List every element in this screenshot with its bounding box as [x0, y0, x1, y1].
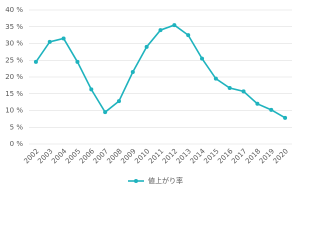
y-tick-label: 25 %: [5, 56, 23, 64]
data-point: [103, 110, 108, 115]
y-tick-label: 20 %: [5, 73, 23, 81]
y-tick-label: 15 %: [5, 90, 23, 98]
data-point: [116, 99, 121, 104]
chart: 0 %5 %10 %15 %20 %25 %30 %35 %40 %200220…: [5, 6, 292, 185]
data-point: [144, 44, 149, 49]
y-tick-label: 35 %: [5, 23, 23, 31]
legend-marker: [134, 179, 138, 183]
data-point: [158, 28, 163, 33]
y-tick-label: 40 %: [5, 6, 23, 14]
data-point: [61, 36, 66, 41]
y-tick-label: 30 %: [5, 40, 23, 48]
data-point: [269, 107, 274, 112]
data-point: [255, 101, 260, 106]
series-line: [35, 24, 286, 119]
data-point: [75, 59, 80, 64]
data-point: [241, 89, 246, 94]
legend-label: 値上がり率: [148, 176, 183, 185]
data-point: [186, 33, 191, 38]
y-tick-label: 10 %: [5, 107, 23, 115]
y-tick-label: 0 %: [10, 140, 24, 148]
data-point: [89, 87, 94, 92]
x-tick-label: 2020: [272, 147, 290, 165]
data-point: [33, 59, 38, 64]
data-point: [213, 76, 218, 81]
data-point: [283, 115, 288, 120]
data-point: [200, 56, 205, 61]
data-point: [47, 39, 52, 44]
data-point: [172, 23, 177, 28]
data-point: [130, 69, 135, 74]
data-point: [227, 86, 232, 91]
y-tick-label: 5 %: [10, 123, 24, 131]
